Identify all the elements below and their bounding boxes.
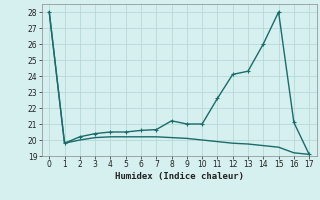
X-axis label: Humidex (Indice chaleur): Humidex (Indice chaleur) — [115, 172, 244, 181]
